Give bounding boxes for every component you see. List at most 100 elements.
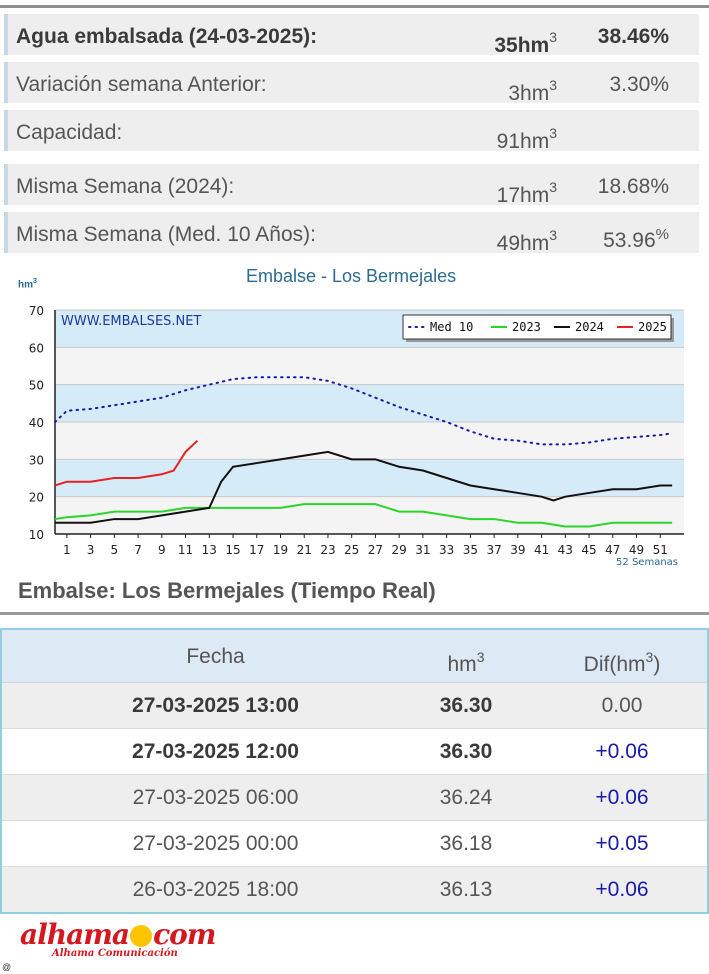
x-tick-label: 27 bbox=[368, 543, 383, 557]
stat-row-current: Agua embalsada (24-03-2025): 35hm3 38.46… bbox=[4, 14, 699, 57]
cell-fecha: 26-03-2025 18:00 bbox=[132, 878, 299, 901]
x-tick-label: 13 bbox=[202, 543, 217, 557]
x-tick-label: 37 bbox=[486, 543, 501, 557]
stat-percent: 53.96% bbox=[603, 226, 669, 252]
x-tick-label: 11 bbox=[178, 543, 193, 557]
chart-band bbox=[55, 496, 684, 534]
cell-hm: 36.18 bbox=[439, 832, 493, 855]
x-axis-label: 52 Semanas bbox=[616, 557, 678, 568]
stat-value: 35hm3 bbox=[494, 29, 557, 57]
y-axis-unit: hm3 bbox=[18, 278, 37, 291]
x-tick-label: 43 bbox=[558, 543, 573, 557]
header-hm: hm3 bbox=[447, 649, 485, 676]
table-row: 27-03-2025 00:00 36.18 +0.05 bbox=[2, 821, 707, 867]
cell-dif: 0.00 bbox=[601, 694, 643, 717]
x-tick-label: 33 bbox=[439, 543, 454, 557]
header-dif: Dif(hm3) bbox=[583, 649, 661, 676]
cell-fecha: 27-03-2025 13:00 bbox=[132, 694, 299, 717]
y-tick-label: 70 bbox=[29, 304, 44, 318]
stat-percent: 18.68% bbox=[597, 175, 669, 198]
x-tick-label: 39 bbox=[510, 543, 525, 557]
header-fecha: Fecha bbox=[186, 645, 245, 668]
x-tick-label: 35 bbox=[463, 543, 478, 557]
cell-dif: +0.06 bbox=[595, 786, 649, 809]
stat-value: 91hm3 bbox=[496, 125, 557, 153]
x-tick-label: 1 bbox=[63, 543, 71, 557]
x-tick-label: 7 bbox=[134, 543, 142, 557]
cell-fecha: 27-03-2025 12:00 bbox=[132, 740, 299, 763]
x-tick-label: 23 bbox=[320, 543, 335, 557]
cell-dif: +0.05 bbox=[595, 832, 649, 855]
cell-hm: 36.30 bbox=[439, 694, 493, 717]
x-tick-label: 29 bbox=[392, 543, 407, 557]
x-tick-label: 47 bbox=[605, 543, 620, 557]
chart-watermark: WWW.EMBALSES.NET bbox=[61, 314, 201, 329]
series-line bbox=[55, 450, 673, 524]
x-tick-label: 19 bbox=[273, 543, 288, 557]
stat-value: 49hm3 bbox=[496, 227, 557, 255]
y-tick-label: 50 bbox=[29, 379, 44, 393]
stat-value: 3hm3 bbox=[508, 77, 557, 105]
legend-box bbox=[402, 314, 672, 340]
x-tick-label: 21 bbox=[297, 543, 312, 557]
y-tick-label: 10 bbox=[29, 528, 44, 542]
cell-hm: 36.13 bbox=[439, 878, 493, 901]
stat-row-capacity: Capacidad: 91hm3 bbox=[4, 110, 699, 153]
logo-tagline: Alhama Comunicación bbox=[52, 948, 178, 959]
series-line bbox=[54, 376, 674, 446]
series-line bbox=[54, 503, 673, 528]
y-tick-label: 60 bbox=[29, 341, 44, 355]
chart-band bbox=[55, 384, 684, 422]
realtime-table: Fecha hm3 Dif(hm3) 27-03-2025 13:00 36.3… bbox=[0, 628, 709, 914]
x-tick-label: 45 bbox=[581, 543, 596, 557]
x-tick-label: 17 bbox=[249, 543, 264, 557]
series-line bbox=[54, 439, 199, 487]
x-tick-label: 5 bbox=[111, 543, 119, 557]
stat-row-ten-year-avg: Misma Semana (Med. 10 Años): 49hm3 53.96… bbox=[4, 212, 699, 255]
table-header: Fecha hm3 Dif(hm3) bbox=[2, 630, 707, 683]
alhama-logo[interactable]: alhama com Alhama Comunicación bbox=[20, 918, 216, 959]
chart-band bbox=[55, 422, 684, 460]
sun-icon bbox=[130, 925, 153, 947]
logo-text-left: alhama bbox=[20, 918, 130, 951]
chart-title: Embalse - Los Bermejales bbox=[246, 266, 457, 286]
stat-label: Misma Semana (2024): bbox=[16, 175, 235, 198]
x-tick-label: 9 bbox=[158, 543, 166, 557]
reservoir-chart: Embalse - Los Bermejales hm3 10 20 30 40 50 6… bbox=[0, 262, 709, 578]
legend-label: 2024 bbox=[575, 320, 604, 334]
x-tick-label: 49 bbox=[629, 543, 644, 557]
stat-label: Misma Semana (Med. 10 Años): bbox=[16, 223, 316, 246]
stat-value: 17hm3 bbox=[496, 179, 557, 207]
table-row: 26-03-2025 18:00 36.13 +0.06 bbox=[2, 867, 707, 912]
x-tick-label: 15 bbox=[225, 543, 240, 557]
cell-hm: 36.30 bbox=[439, 740, 493, 763]
x-tick-label: 25 bbox=[344, 543, 359, 557]
table-row: 27-03-2025 06:00 36.24 +0.06 bbox=[2, 775, 707, 821]
stat-label: Capacidad: bbox=[16, 121, 123, 144]
legend-label: 2025 bbox=[638, 320, 667, 334]
chart-band bbox=[55, 347, 684, 385]
cell-fecha: 27-03-2025 06:00 bbox=[132, 786, 299, 809]
stat-row-last-year: Misma Semana (2024): 17hm3 18.68% bbox=[4, 164, 699, 207]
cell-hm: 36.24 bbox=[439, 786, 493, 809]
stat-row-variation: Variación semana Anterior: 3hm3 3.30% bbox=[4, 62, 699, 105]
logo-text-right: com bbox=[153, 918, 216, 951]
x-tick-label: 51 bbox=[653, 543, 668, 557]
x-tick-label: 41 bbox=[534, 543, 549, 557]
cell-fecha: 27-03-2025 00:00 bbox=[132, 832, 299, 855]
y-tick-label: 20 bbox=[29, 491, 44, 505]
stat-label: Variación semana Anterior: bbox=[16, 73, 267, 96]
cell-dif: +0.06 bbox=[595, 878, 649, 901]
stat-label: Agua embalsada (24-03-2025): bbox=[16, 25, 318, 48]
chart-band bbox=[55, 459, 684, 497]
y-tick-label: 30 bbox=[29, 453, 44, 467]
at-symbol: @ bbox=[2, 962, 12, 972]
y-tick-label: 40 bbox=[29, 416, 44, 430]
section-divider bbox=[0, 612, 709, 615]
stat-percent: 38.46% bbox=[597, 25, 669, 48]
cell-dif: +0.06 bbox=[595, 740, 649, 763]
realtime-title: Embalse: Los Bermejales (Tiempo Real) bbox=[18, 578, 436, 603]
top-divider bbox=[0, 5, 709, 8]
legend-label: Med 10 bbox=[430, 320, 473, 334]
table-row: 27-03-2025 13:00 36.30 0.00 bbox=[2, 683, 707, 729]
